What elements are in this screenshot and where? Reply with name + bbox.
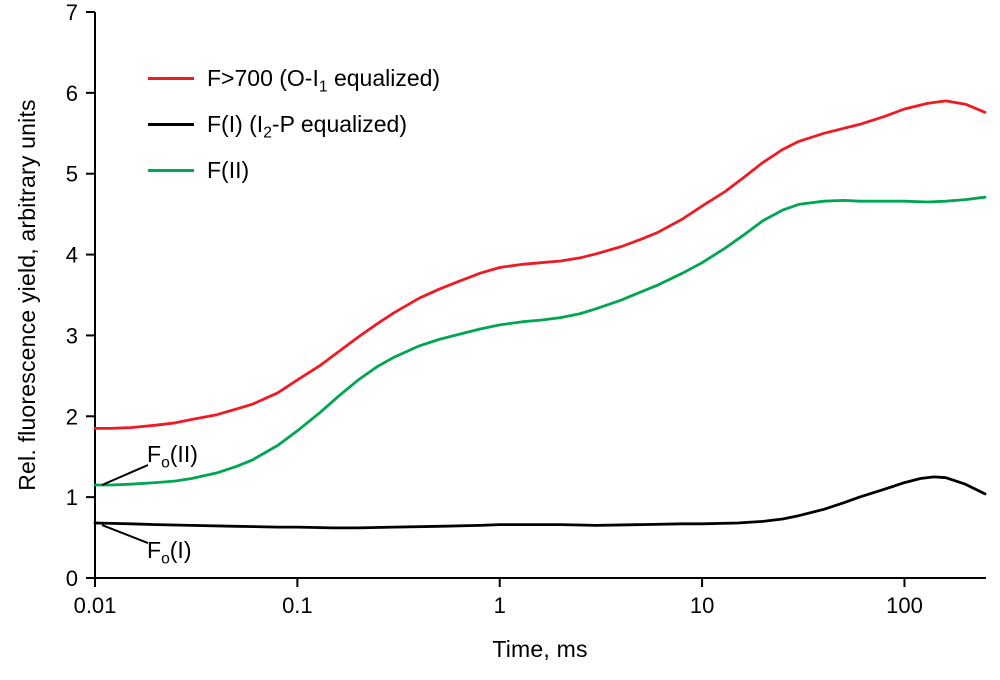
y-tick-label: 0 bbox=[66, 566, 78, 591]
series-line-f-i-i-p-equalized- bbox=[93, 475, 987, 530]
x-tick-label: 10 bbox=[690, 593, 714, 618]
legend-swatch-f1 bbox=[148, 122, 194, 126]
x-tick-label: 100 bbox=[886, 593, 923, 618]
legend-swatch-f700 bbox=[148, 76, 194, 80]
series-line-f-ii- bbox=[93, 195, 987, 487]
x-tick-label: 1 bbox=[494, 593, 506, 618]
legend-item-f1: F(I) (I2-P equalized) bbox=[148, 101, 440, 147]
y-tick-label: 1 bbox=[66, 485, 78, 510]
x-axis-label: Time, ms bbox=[492, 636, 588, 662]
legend-item-f2: F(II) bbox=[148, 147, 440, 193]
y-tick-label: 2 bbox=[66, 404, 78, 429]
annotation-pointer bbox=[101, 464, 149, 486]
annotation-fo-i: Fo(I) bbox=[147, 537, 192, 568]
x-tick-label: 0.01 bbox=[74, 593, 117, 618]
legend-label-f1: F(I) (I2-P equalized) bbox=[207, 110, 408, 142]
y-tick-label: 5 bbox=[66, 162, 78, 187]
annotation-fo-ii: Fo(II) bbox=[147, 441, 198, 472]
y-axis-label: Rel. fluorescence yield, arbitrary units bbox=[14, 99, 40, 491]
legend-swatch-f2 bbox=[148, 168, 194, 172]
x-tick-label: 0.1 bbox=[282, 593, 313, 618]
y-tick-label: 7 bbox=[66, 0, 78, 25]
y-tick-label: 4 bbox=[66, 243, 78, 268]
legend-item-f700: F>700 (O-I1 equalized) bbox=[148, 55, 440, 101]
legend-label-f700: F>700 (O-I1 equalized) bbox=[207, 64, 441, 96]
y-tick-label: 6 bbox=[66, 81, 78, 106]
chart-legend: F>700 (O-I1 equalized) F(I) (I2-P equali… bbox=[148, 55, 440, 193]
series-line-f-700-o-i-equalized- bbox=[93, 99, 987, 430]
annotation-pointer bbox=[101, 524, 149, 544]
y-tick-label: 3 bbox=[66, 323, 78, 348]
legend-label-f2: F(II) bbox=[207, 156, 250, 183]
